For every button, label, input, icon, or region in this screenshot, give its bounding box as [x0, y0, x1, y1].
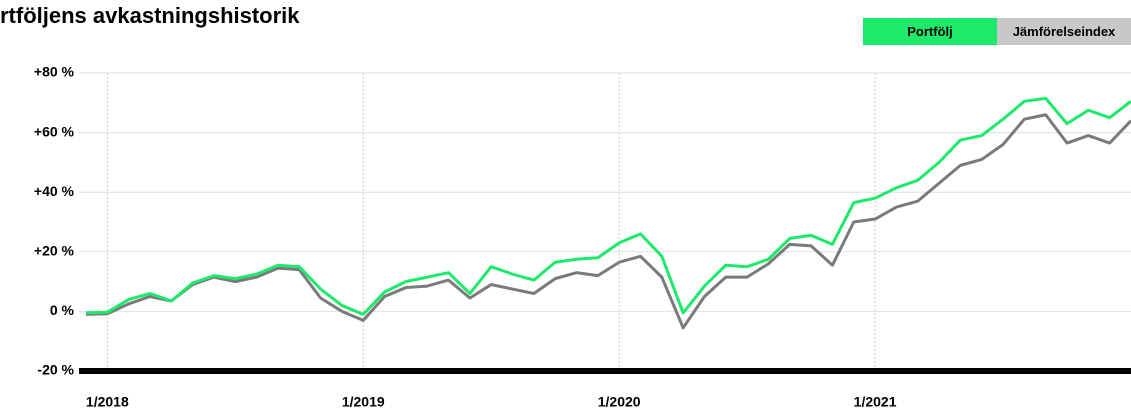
x-tick-label: 1/2020: [598, 394, 641, 410]
y-tick-label: +80 %: [34, 64, 75, 80]
y-tick-label: +20 %: [34, 243, 75, 259]
series-line: [85, 96, 1131, 316]
x-tick-label: 1/2021: [854, 394, 897, 410]
y-tick-label: +60 %: [34, 123, 75, 139]
legend-swatch: [997, 18, 1131, 45]
y-tick-label: -20 %: [37, 362, 74, 378]
legend-label: Portfölj: [907, 24, 953, 39]
y-tick-label: 0 %: [50, 302, 75, 318]
x-tick-label: 1/2018: [86, 394, 129, 410]
chart-title: rtföljens avkastningshistorik: [0, 3, 300, 28]
series-line: [85, 113, 1131, 330]
legend-label: Jämförelseindex: [1013, 24, 1116, 39]
y-tick-label: +40 %: [34, 183, 75, 199]
x-tick-label: 1/2019: [342, 394, 385, 410]
legend-swatch: [863, 18, 997, 45]
